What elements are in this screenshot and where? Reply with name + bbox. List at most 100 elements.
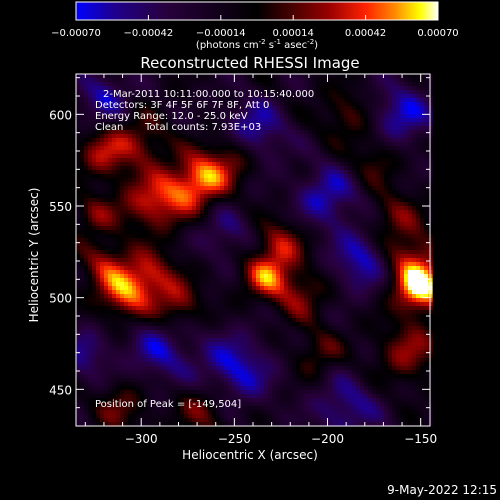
heatmap-cell	[280, 194, 285, 199]
heatmap-cell	[92, 222, 97, 227]
heatmap-cell	[260, 134, 265, 139]
heatmap-cell	[180, 106, 185, 111]
heatmap-cell	[124, 142, 129, 147]
heatmap-cell	[172, 238, 177, 243]
heatmap-cell	[132, 110, 137, 115]
heatmap-cell	[88, 234, 93, 239]
heatmap-cell	[200, 90, 205, 95]
heatmap-cell	[356, 90, 361, 95]
heatmap-cell	[252, 74, 257, 79]
heatmap-cell	[280, 230, 285, 235]
heatmap-cell	[372, 202, 377, 207]
heatmap-cell	[344, 114, 349, 119]
heatmap-cell	[156, 150, 161, 155]
heatmap-cell	[96, 190, 101, 195]
heatmap-cell	[332, 286, 337, 291]
heatmap-cell	[420, 294, 425, 299]
heatmap-cell	[148, 106, 153, 111]
heatmap-cell	[76, 218, 81, 223]
heatmap-cell	[400, 122, 405, 127]
heatmap-cell	[128, 126, 133, 131]
heatmap-cell	[364, 266, 369, 271]
heatmap-cell	[80, 118, 85, 123]
heatmap-cell	[372, 186, 377, 191]
heatmap-cell	[352, 258, 357, 263]
heatmap-cell	[184, 98, 189, 103]
heatmap-cell	[412, 274, 417, 279]
heatmap-cell	[212, 254, 217, 259]
heatmap-cell	[92, 282, 97, 287]
heatmap-cell	[356, 218, 361, 223]
heatmap-cell	[148, 222, 153, 227]
heatmap-cell	[160, 158, 165, 163]
heatmap-cell	[372, 82, 377, 87]
heatmap-cell	[364, 210, 369, 215]
heatmap-cell	[292, 282, 297, 287]
heatmap-cell	[192, 238, 197, 243]
heatmap-cell	[320, 206, 325, 211]
heatmap-cell	[160, 190, 165, 195]
heatmap-cell	[164, 262, 169, 267]
heatmap-cell	[192, 106, 197, 111]
heatmap-cell	[200, 190, 205, 195]
heatmap-cell	[144, 286, 149, 291]
heatmap-cell	[108, 230, 113, 235]
heatmap-cell	[268, 274, 273, 279]
heatmap-cell	[88, 214, 93, 219]
heatmap-cell	[228, 226, 233, 231]
heatmap-cell	[76, 286, 81, 291]
heatmap-cell	[368, 254, 373, 259]
heatmap-cell	[228, 150, 233, 155]
heatmap-cell	[404, 162, 409, 167]
heatmap-cell	[172, 146, 177, 151]
heatmap-cell	[360, 110, 365, 115]
heatmap-cell	[188, 258, 193, 263]
heatmap-cell	[160, 138, 165, 143]
heatmap-cell	[160, 126, 165, 131]
heatmap-cell	[376, 294, 381, 299]
heatmap-cell	[208, 150, 213, 155]
heatmap-cell	[148, 90, 153, 95]
heatmap-cell	[416, 270, 421, 275]
heatmap-cell	[336, 258, 341, 263]
heatmap-cell	[208, 182, 213, 187]
heatmap-cell	[372, 86, 377, 91]
heatmap-cell	[252, 130, 257, 135]
heatmap-cell	[212, 294, 217, 299]
heatmap-cell	[344, 254, 349, 259]
heatmap-cell	[248, 266, 253, 271]
heatmap-cell	[264, 158, 269, 163]
heatmap-cell	[280, 110, 285, 115]
heatmap-cell	[312, 274, 317, 279]
heatmap-cell	[228, 222, 233, 227]
heatmap-cell	[420, 102, 425, 107]
heatmap-cell	[192, 202, 197, 207]
heatmap-cell	[312, 234, 317, 239]
heatmap-cell	[184, 190, 189, 195]
heatmap-cell	[396, 162, 401, 167]
heatmap-cell	[320, 214, 325, 219]
heatmap-cell	[224, 254, 229, 259]
heatmap-cell	[292, 134, 297, 139]
heatmap-cell	[192, 90, 197, 95]
heatmap-cell	[288, 102, 293, 107]
heatmap-cell	[324, 186, 329, 191]
heatmap-cell	[168, 78, 173, 83]
heatmap-cell	[356, 250, 361, 255]
heatmap-cell	[188, 250, 193, 255]
heatmap-cell	[280, 82, 285, 87]
heatmap-cell	[420, 210, 425, 215]
heatmap-cell	[356, 106, 361, 111]
heatmap-cell	[176, 166, 181, 171]
heatmap-cell	[328, 142, 333, 147]
heatmap-cell	[352, 130, 357, 135]
heatmap-cell	[392, 230, 397, 235]
heatmap-cell	[240, 210, 245, 215]
heatmap-cell	[100, 90, 105, 95]
heatmap-cell	[96, 214, 101, 219]
heatmap-cell	[176, 226, 181, 231]
heatmap-cell	[156, 222, 161, 227]
heatmap-cell	[224, 234, 229, 239]
heatmap-cell	[212, 150, 217, 155]
heatmap-cell	[256, 150, 261, 155]
